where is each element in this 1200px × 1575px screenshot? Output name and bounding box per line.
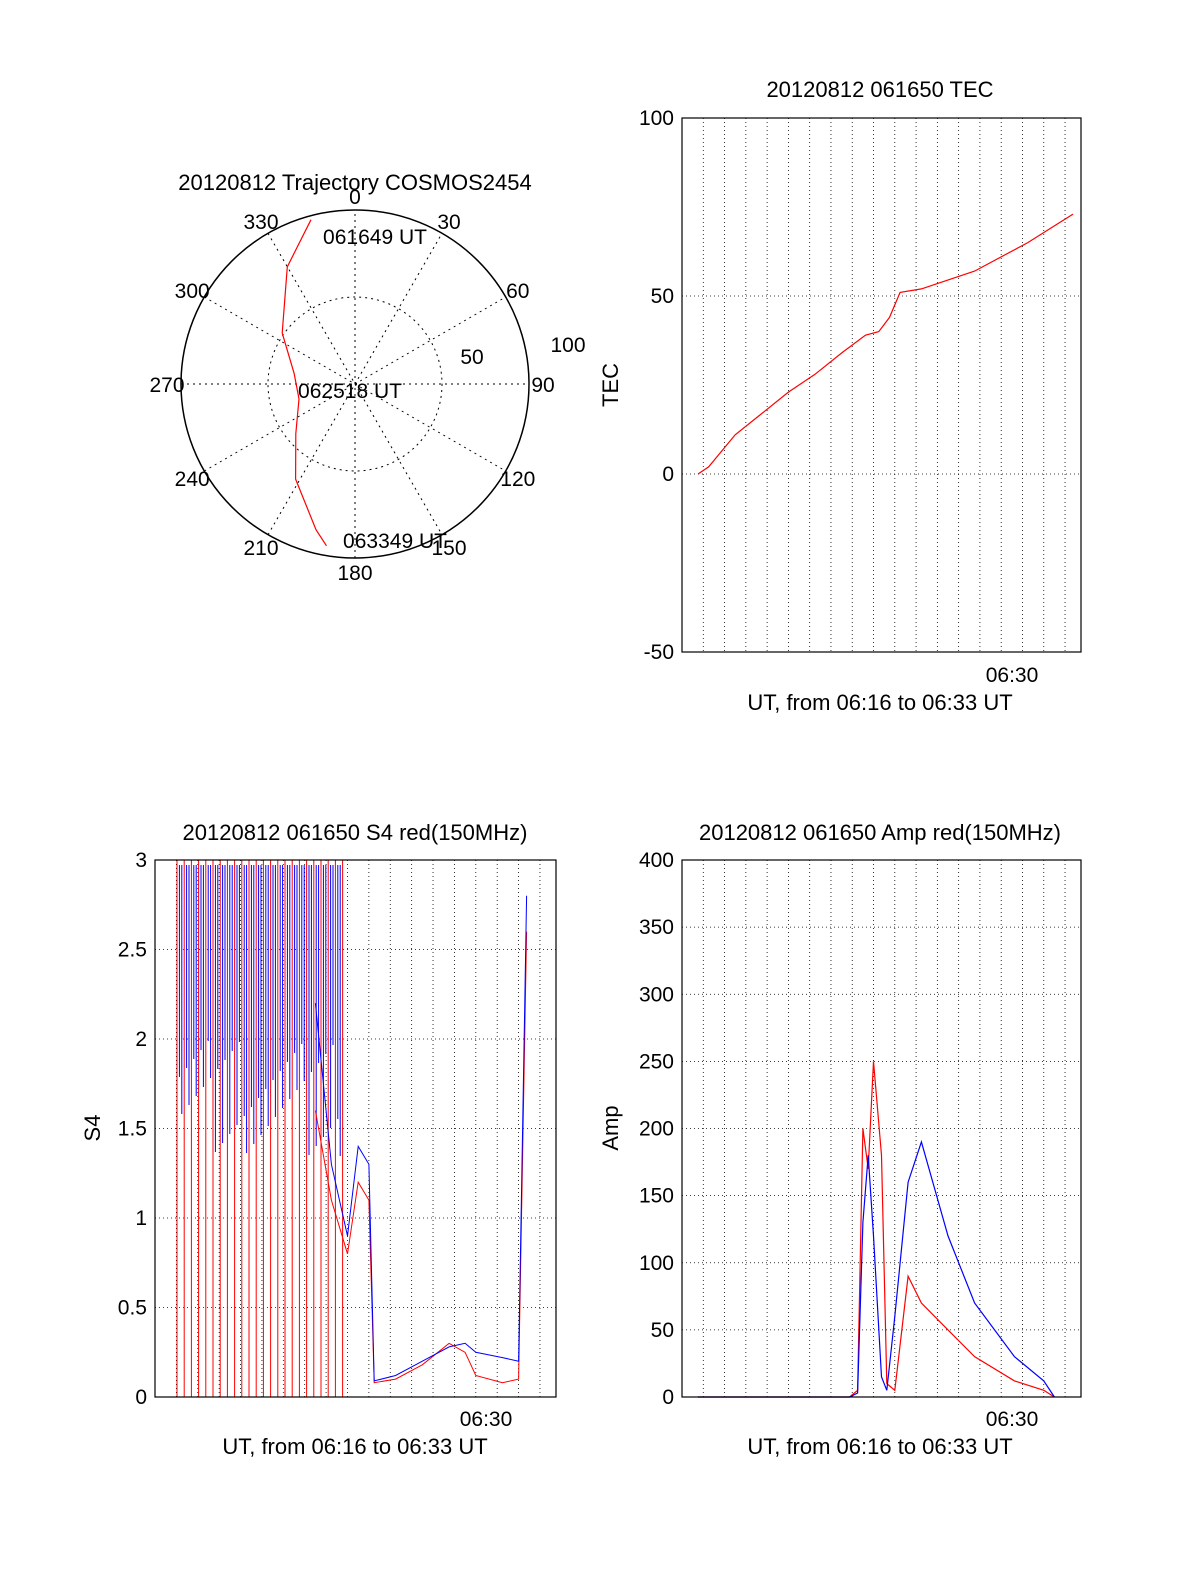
polar-angle-labels: 0 30 60 90 120 150 180 210 240 270 300 330 (149, 186, 554, 585)
polar-radial-label-50: 50 (460, 346, 483, 369)
tec-y-ticks: -50 0 50 100 (639, 107, 674, 664)
s4-grid (155, 859, 556, 1398)
tec-panel: 20120812 061650 TEC -50 0 50 100 06:30 UT, … (598, 77, 1082, 715)
polar-spoke (267, 233, 443, 535)
s4-red-series-line (314, 931, 528, 1384)
s4-panel: 20120812 061650 S4 red(150MHz) 0 0.5 1 1.5 2… (80, 820, 557, 1459)
y-tick-label: 200 (639, 1118, 674, 1141)
y-tick-label: 0 (135, 1386, 147, 1409)
y-tick-label: 150 (639, 1185, 674, 1208)
polar-angle-label: 90 (531, 374, 554, 397)
y-tick-label: -50 (644, 641, 674, 664)
polar-title: 20120812 Trajectory COSMOS2454 (178, 170, 531, 195)
trajectory-end-time: 063349 UT (343, 530, 447, 553)
amp-title: 20120812 061650 Amp red(150MHz) (699, 820, 1061, 845)
trajectory-mid-time: 062518 UT (298, 380, 402, 403)
y-tick-label: 250 (639, 1050, 674, 1073)
amp-axes-frame (681, 859, 1082, 1398)
y-tick-label: 2 (135, 1028, 147, 1051)
y-tick-label: 3 (135, 849, 147, 872)
s4-title: 20120812 061650 S4 red(150MHz) (183, 820, 528, 845)
s4-blue-series-line (314, 895, 528, 1382)
tec-x-axis-label: UT, from 06:16 to 06:33 UT (747, 690, 1012, 715)
polar-angle-label: 300 (175, 280, 210, 303)
amp-x-axis-label: UT, from 06:16 to 06:33 UT (747, 1434, 1012, 1459)
amp-blue-series-line (698, 1139, 1055, 1398)
y-tick-label: 100 (639, 107, 674, 130)
polar-angle-label: 60 (506, 280, 529, 303)
polar-radial-label-100: 100 (550, 334, 585, 357)
y-tick-label: 0.5 (118, 1297, 147, 1320)
s4-y-axis-label: S4 (80, 1115, 105, 1142)
polar-trajectory-line (281, 219, 328, 547)
tec-grid (682, 117, 1081, 653)
y-tick-label: 350 (639, 916, 674, 939)
polar-grid (180, 209, 530, 559)
polar-angle-label: 180 (337, 562, 372, 585)
s4-x-tick-label: 06:30 (460, 1408, 513, 1431)
y-tick-label: 50 (651, 1319, 674, 1342)
tec-x-tick-label: 06:30 (986, 664, 1039, 687)
polar-trajectory-panel: 20120812 Trajectory COSMOS2454 0 30 60 90 12… (149, 170, 585, 585)
s4-dense-spikes (176, 860, 344, 1397)
y-tick-label: 1.5 (118, 1118, 147, 1141)
tec-axes-frame (681, 117, 1082, 653)
amp-y-ticks: 0 50 100 150 200 250 300 350 400 (639, 849, 674, 1409)
y-tick-label: 100 (639, 1252, 674, 1275)
amp-grid (682, 859, 1081, 1398)
y-tick-label: 300 (639, 983, 674, 1006)
tec-series-line (697, 213, 1074, 475)
trajectory-start-time: 061649 UT (323, 226, 427, 249)
polar-angle-label: 0 (349, 186, 361, 209)
y-tick-label: 400 (639, 849, 674, 872)
amp-y-axis-label: Amp (598, 1105, 623, 1150)
tec-title: 20120812 061650 TEC (766, 77, 993, 102)
polar-angle-label: 120 (500, 468, 535, 491)
y-tick-label: 1 (135, 1207, 147, 1230)
tec-y-axis-label: TEC (598, 363, 623, 407)
y-tick-label: 50 (651, 285, 674, 308)
s4-y-ticks: 0 0.5 1 1.5 2 2.5 3 (118, 849, 147, 1409)
polar-angle-label: 240 (175, 468, 210, 491)
polar-angle-label: 150 (431, 537, 466, 560)
y-tick-label: 0 (662, 1386, 674, 1409)
y-tick-label: 2.5 (118, 939, 147, 962)
amp-panel: 20120812 061650 Amp red(150MHz) 0 50 100 15… (598, 820, 1082, 1459)
y-tick-label: 0 (662, 463, 674, 486)
polar-angle-label: 330 (243, 211, 278, 234)
polar-inner-ring (267, 296, 443, 472)
polar-angle-label: 210 (243, 537, 278, 560)
polar-angle-label: 30 (437, 211, 460, 234)
s4-axes-frame (154, 859, 557, 1398)
polar-angle-label: 270 (149, 374, 184, 397)
amp-red-series-line (698, 1061, 1055, 1398)
amp-x-tick-label: 06:30 (986, 1408, 1039, 1431)
s4-x-axis-label: UT, from 06:16 to 06:33 UT (222, 1434, 487, 1459)
